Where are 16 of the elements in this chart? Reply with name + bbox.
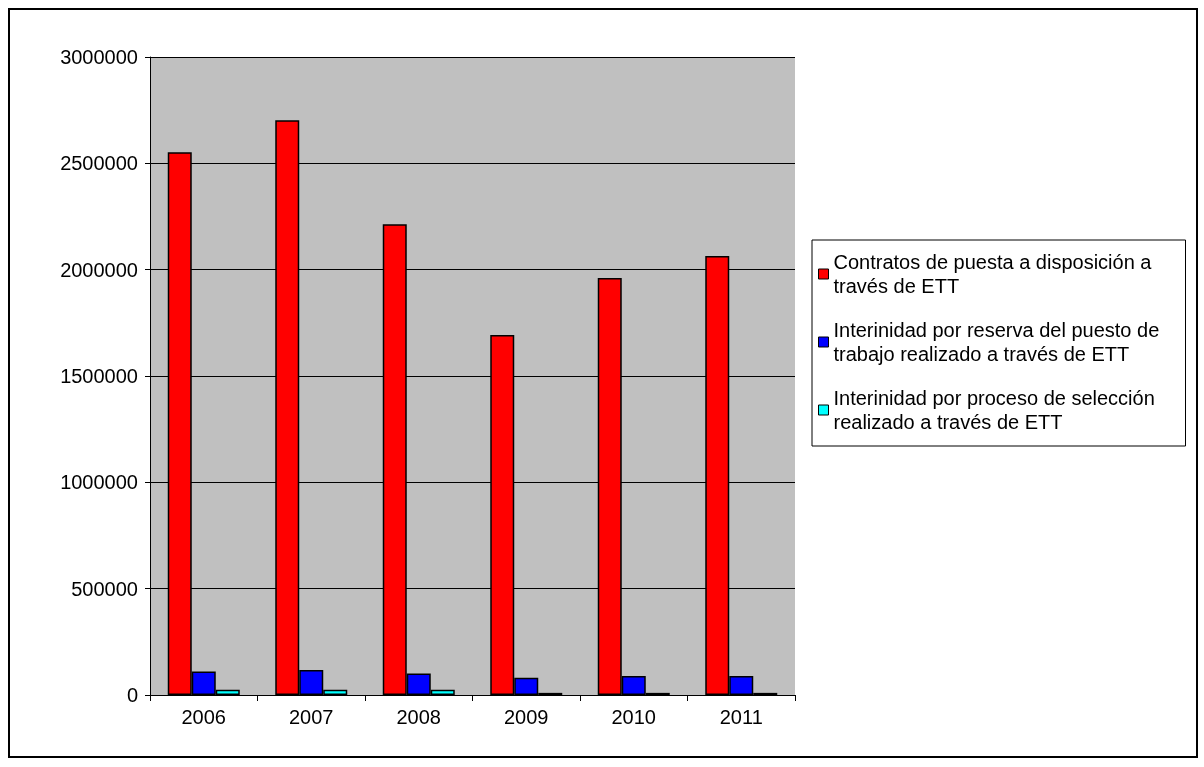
x-tick-label: 2010 — [611, 706, 656, 728]
y-tick-label: 1000000 — [60, 471, 138, 494]
x-tick-label: 2008 — [396, 706, 441, 728]
legend-label: Interinidad por reserva del puesto de trabajo realizado a través de ETT — [833, 319, 1165, 365]
y-tick-label: 0 — [126, 684, 138, 706]
legend-label: Interinidad por proceso de selección realizado a través de ETT — [833, 387, 1161, 433]
y-tick-label: 1500000 — [60, 365, 138, 387]
x-tick-label: 2009 — [504, 706, 549, 728]
y-tick-label: 2500000 — [60, 152, 138, 175]
x-tick-label: 2007 — [289, 706, 334, 728]
legend-label: Contratos de puesta a disposición a través de ETT — [833, 251, 1158, 297]
x-tick-label: 2006 — [181, 706, 226, 728]
x-tick-label: 2011 — [719, 706, 763, 728]
y-tick-label: 3000000 — [60, 46, 138, 68]
y-tick-label: 2000000 — [60, 258, 138, 281]
y-tick-label: 500000 — [71, 577, 138, 600]
